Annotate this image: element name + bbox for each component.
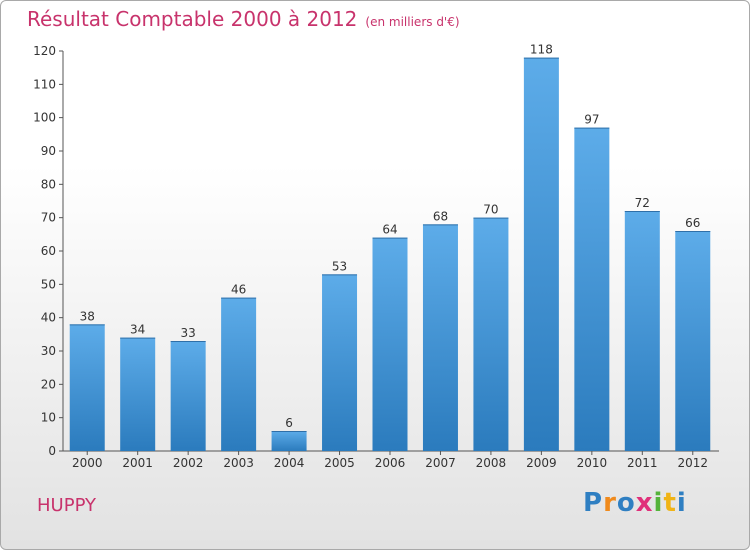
chart-title-text: Résultat Comptable 2000 à 2012 [27,7,358,31]
data-label-2011: 72 [635,196,650,210]
logo-letter: i [676,488,687,518]
bar-2002[interactable] [170,341,206,451]
data-label-2008: 70 [483,203,498,217]
y-tick-label: 40 [41,311,56,325]
bar-2003[interactable] [221,297,257,451]
y-tick-label: 20 [41,377,56,391]
data-label-2012: 66 [685,216,700,230]
x-tick-label-2007: 2007 [425,456,456,470]
data-label-2004: 6 [285,416,293,430]
y-tick-label: 50 [41,277,56,291]
data-label-2010: 97 [584,113,599,127]
data-label-2000: 38 [80,309,95,323]
x-tick-label-2011: 2011 [627,456,658,470]
x-tick-label-2004: 2004 [274,456,305,470]
data-label-2003: 46 [231,283,246,297]
y-tick-label: 110 [33,77,56,91]
bar-2001[interactable] [120,337,156,451]
bar-2000[interactable] [69,324,105,451]
data-label-2005: 53 [332,259,347,273]
x-tick-label-2009: 2009 [526,456,557,470]
logo-letter: i [653,488,664,518]
x-tick-label-2000: 2000 [72,456,103,470]
x-tick-label-2010: 2010 [577,456,608,470]
x-tick-label-2008: 2008 [476,456,507,470]
y-tick-label: 30 [41,344,56,358]
data-label-2009: 118 [530,43,553,57]
bar-2007[interactable] [422,224,458,451]
bar-2009[interactable] [523,57,559,452]
logo-letter: o [616,488,636,518]
x-tick-label-2012: 2012 [677,456,708,470]
data-label-2001: 34 [130,323,145,337]
chart-subtitle: (en milliers d'€) [365,15,460,29]
x-tick-label-2005: 2005 [324,456,355,470]
x-tick-label-2003: 2003 [223,456,254,470]
bar-2004[interactable] [271,431,307,451]
proxiti-logo[interactable]: Proxiti [583,488,687,518]
bar-2005[interactable] [322,274,358,451]
y-tick-label: 0 [48,444,56,458]
bar-2006[interactable] [372,237,408,451]
y-tick-label: 80 [41,177,56,191]
data-label-2007: 68 [433,209,448,223]
bar-2008[interactable] [473,217,509,451]
commune-name: HUPPY [37,495,97,516]
y-tick-label: 120 [33,44,56,58]
y-tick-label: 100 [33,111,56,125]
data-label-2006: 64 [382,223,397,237]
logo-letter: t [663,488,677,518]
bar-2010[interactable] [574,127,610,452]
x-tick-label-2006: 2006 [375,456,406,470]
y-tick-label: 90 [41,144,56,158]
x-tick-label-2001: 2001 [122,456,153,470]
logo-letter: x [635,488,654,518]
y-tick-label: 60 [41,244,56,258]
bar-2012[interactable] [675,231,711,451]
logo-letter: P [583,488,604,518]
logo-letter: r [603,488,617,518]
chart-title: Résultat Comptable 2000 à 2012 (en millie… [27,7,460,31]
data-label-2002: 33 [181,326,196,340]
x-tick-label-2002: 2002 [173,456,204,470]
y-tick-label: 10 [41,411,56,425]
y-tick-label: 70 [41,211,56,225]
bar-2011[interactable] [624,211,660,451]
